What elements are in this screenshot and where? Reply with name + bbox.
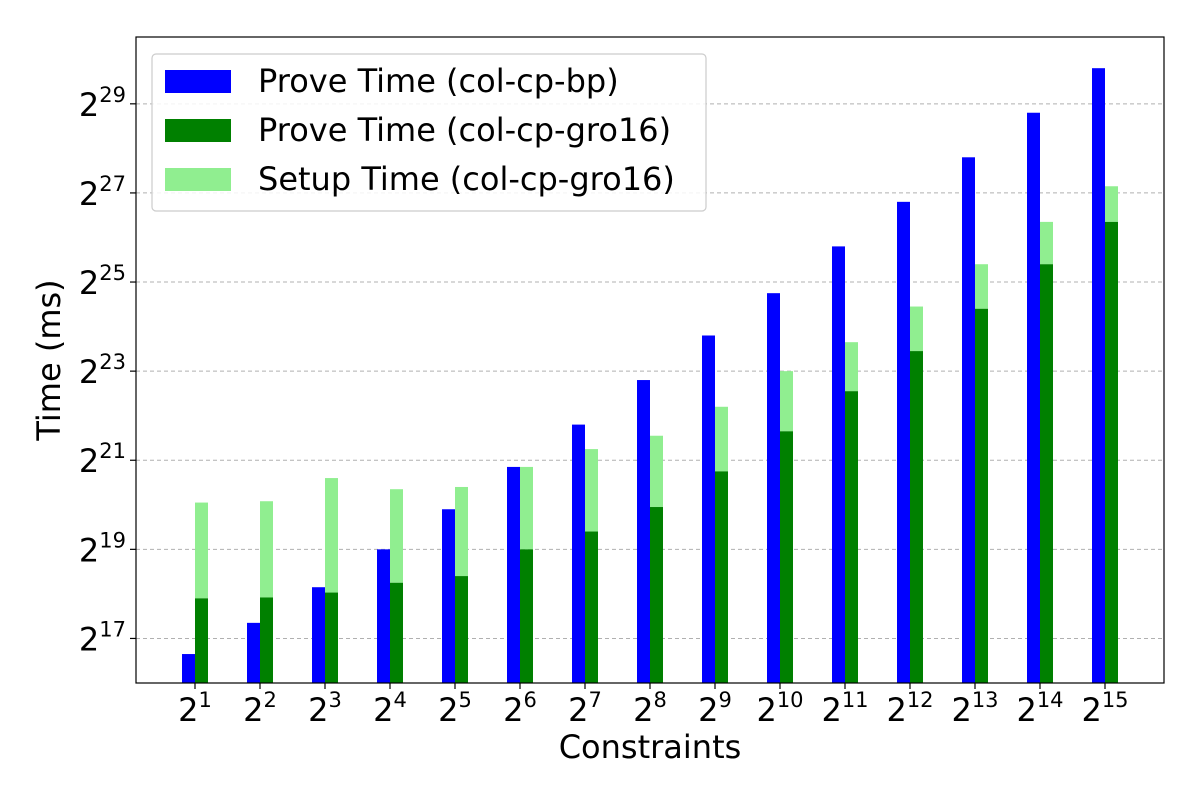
- x-axis: 21 22 23 24 25 26 27 28 29 210 211 212 213 214 215: [178, 683, 1129, 729]
- y-tick-label-1: 219: [79, 528, 126, 569]
- bar-prove-bp-4: [377, 549, 390, 683]
- bar-prove-gro16-14: [1040, 264, 1053, 683]
- bar-prove-bp-1: [182, 654, 195, 683]
- bar-prove-gro16-6: [520, 549, 533, 683]
- bar-prove-gro16-8: [650, 507, 663, 683]
- bar-setup-gro16-9: [715, 406, 728, 472]
- x-tick-label-4: 25: [438, 688, 472, 729]
- bar-prove-gro16-15: [1105, 221, 1118, 683]
- bar-prove-gro16-5: [455, 576, 468, 683]
- bar-prove-bp-9: [702, 335, 715, 683]
- y-tick-label-2: 221: [79, 439, 126, 480]
- bar-setup-gro16-11: [845, 342, 858, 392]
- y-axis: 217 219 221 223 225 227 229: [79, 83, 136, 658]
- y-axis-label: Time (ms): [30, 279, 68, 441]
- bar-prove-bp-15: [1092, 68, 1105, 683]
- bar-prove-bp-11: [832, 246, 845, 683]
- x-tick-label-12: 213: [951, 688, 998, 729]
- bar-prove-bp-14: [1027, 112, 1040, 684]
- x-tick-label-6: 27: [568, 688, 602, 729]
- y-tick-label-4: 225: [79, 261, 126, 302]
- x-tick-label-3: 24: [373, 688, 407, 729]
- x-tick-label-9: 210: [756, 688, 803, 729]
- bar-prove-gro16-11: [845, 391, 858, 683]
- bar-prove-gro16-9: [715, 471, 728, 683]
- x-tick-label-5: 26: [503, 688, 537, 729]
- bar-setup-gro16-7: [585, 449, 598, 532]
- bar-prove-bp-13: [962, 157, 975, 683]
- bar-prove-bp-10: [767, 293, 780, 683]
- x-tick-label-8: 29: [698, 688, 732, 729]
- bar-prove-bp-3: [312, 587, 325, 683]
- bar-prove-gro16-12: [910, 351, 923, 683]
- bar-prove-gro16-7: [585, 531, 598, 683]
- legend-label-setup-gro16: Setup Time (col-cp-gro16): [258, 160, 675, 198]
- bar-setup-gro16-1: [195, 502, 208, 599]
- y-tick-label-3: 223: [79, 350, 126, 391]
- bar-prove-gro16-4: [390, 582, 403, 683]
- bar-setup-gro16-8: [650, 435, 663, 508]
- bar-setup-gro16-12: [910, 306, 923, 352]
- bars: [182, 68, 1118, 684]
- bar-prove-bp-12: [897, 201, 910, 684]
- x-tick-label-14: 215: [1081, 688, 1128, 729]
- bar-prove-bp-2: [247, 622, 260, 683]
- bar-setup-gro16-13: [975, 264, 988, 309]
- legend-swatch-setup-gro16: [165, 168, 231, 191]
- bar-prove-gro16-2: [260, 597, 273, 683]
- legend-swatch-prove-bp: [165, 70, 231, 93]
- legend-label-prove-gro16: Prove Time (col-cp-gro16): [258, 111, 671, 149]
- x-axis-label: Constraints: [559, 728, 742, 766]
- bar-setup-gro16-15: [1105, 186, 1118, 222]
- bar-prove-bp-6: [507, 466, 520, 683]
- x-tick-label-7: 28: [633, 688, 667, 729]
- bar-prove-gro16-10: [780, 431, 793, 683]
- bar-setup-gro16-5: [455, 486, 468, 577]
- bar-prove-gro16-3: [325, 592, 338, 683]
- bar-prove-bp-5: [442, 509, 455, 683]
- bar-setup-gro16-4: [390, 489, 403, 583]
- bar-prove-gro16-13: [975, 308, 988, 683]
- bar-setup-gro16-14: [1040, 221, 1053, 265]
- x-tick-label-1: 22: [243, 688, 277, 729]
- bar-setup-gro16-3: [325, 478, 338, 593]
- y-tick-label-6: 229: [79, 83, 126, 124]
- bar-setup-gro16-6: [520, 466, 533, 550]
- x-tick-label-10: 211: [821, 688, 868, 729]
- y-tick-label-0: 217: [79, 617, 126, 658]
- y-tick-label-5: 227: [79, 172, 126, 213]
- x-tick-label-11: 212: [886, 688, 933, 729]
- bar-setup-gro16-10: [780, 371, 793, 432]
- x-tick-label-0: 21: [178, 688, 212, 729]
- bar-prove-bp-7: [572, 424, 585, 683]
- bar-setup-gro16-2: [260, 501, 273, 598]
- x-tick-label-13: 214: [1016, 688, 1063, 729]
- legend-label-prove-bp: Prove Time (col-cp-bp): [258, 62, 619, 100]
- bar-prove-gro16-1: [195, 598, 208, 683]
- legend: Prove Time (col-cp-bp) Prove Time (col-c…: [151, 53, 707, 212]
- x-tick-label-2: 23: [308, 688, 342, 729]
- legend-swatch-prove-gro16: [165, 119, 231, 142]
- legend-box: [151, 53, 707, 212]
- bar-prove-bp-8: [637, 380, 650, 683]
